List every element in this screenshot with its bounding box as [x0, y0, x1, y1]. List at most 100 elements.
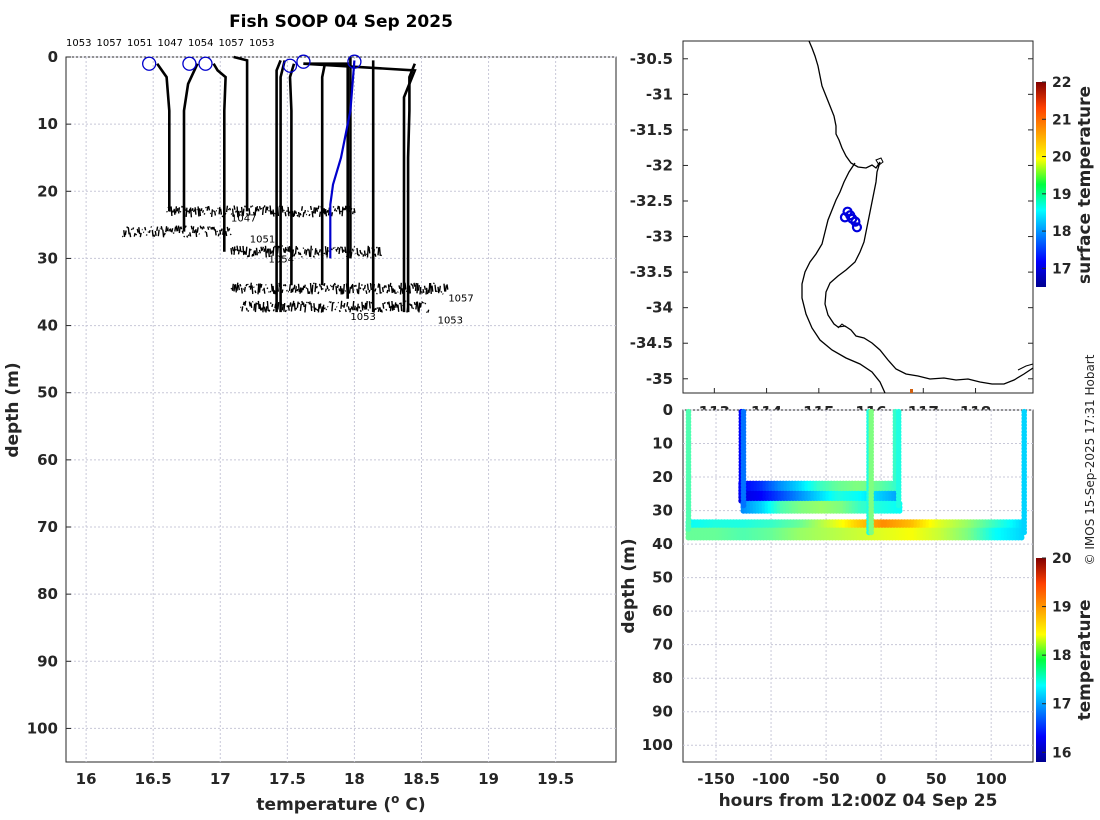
- surface-colorbar-tick-label: 22: [1052, 75, 1071, 91]
- profile-y-ticks: 0 10 20 30 40 50 60 70 80 90 100: [27, 48, 58, 737]
- profile-x-tick-label: 17.5: [269, 770, 306, 788]
- profile-top-label: 1053: [66, 38, 91, 49]
- profile-line: [275, 59, 282, 313]
- time-depth-y-axis-label: depth (m): [619, 538, 639, 633]
- map-marker: [839, 212, 851, 223]
- time-depth-x-tick-label: -50: [813, 770, 840, 788]
- profile-surface-marker: [347, 54, 362, 69]
- map-y-tick-label: -34: [646, 299, 673, 317]
- profile-grid: [66, 56, 616, 762]
- temperature-colorbar-ticks: 16 17 18 19 20: [1042, 551, 1072, 761]
- profile-line: [329, 60, 356, 259]
- profile-y-axis-label: depth (m): [3, 362, 23, 457]
- profile-x-ticks: 16 16.5 17 17.5 18 18.5 19 19.5: [76, 770, 574, 788]
- profile-x-tick-label: 19.5: [537, 770, 574, 788]
- profile-y-tick-label: 40: [37, 317, 58, 335]
- profile-top-label: 1053: [249, 38, 274, 49]
- temperature-colorbar-tick-label: 20: [1052, 551, 1072, 567]
- profile-y-tick-label: 10: [37, 115, 58, 133]
- credit-text: © IMOS 15-Sep-2025 17:31 Hobart: [1083, 354, 1097, 565]
- map-y-tick-label: -35: [646, 370, 673, 388]
- profile-bottom-trace: [166, 205, 356, 218]
- profile-top-label: 1057: [219, 38, 244, 49]
- time-depth-y-tick-label: 30: [652, 502, 673, 520]
- profile-bottom-trace: [121, 225, 232, 238]
- profile-line: [288, 63, 296, 286]
- surface-colorbar-tick-label: 18: [1052, 224, 1071, 240]
- profile-surface-marker: [142, 56, 157, 71]
- map-panel: -30.5 -31 -31.5 -32 -32.5 -33 -33.5 -34 -34.5 -35…: [630, 40, 1095, 421]
- profile-x-tick-label: 16: [76, 770, 97, 788]
- surface-temperature-colorbar: [1036, 82, 1046, 287]
- surface-temperature-colorbar-label: surface temperature: [1075, 86, 1095, 284]
- time-depth-y-tick-label: 100: [642, 736, 673, 754]
- profile-line: [182, 63, 199, 232]
- time-depth-x-tick-label: 50: [926, 770, 947, 788]
- profile-top-label: 1054: [188, 38, 213, 49]
- time-depth-y-tick-label: 20: [652, 468, 673, 486]
- temperature-colorbar-tick-label: 18: [1052, 648, 1071, 664]
- time-depth-grid: [683, 409, 1033, 762]
- map-y-tick-label: -33: [646, 228, 673, 246]
- time-depth-x-tick-label: 100: [976, 770, 1007, 788]
- time-depth-y-tick-label: 40: [652, 535, 673, 553]
- temperature-colorbar-label: temperature: [1075, 599, 1095, 720]
- map-marker: [850, 216, 861, 227]
- time-depth-column-point: [685, 526, 692, 532]
- time-depth-x-tick-label: -100: [752, 770, 790, 788]
- time-depth-y-tick-label: 0: [663, 401, 673, 419]
- temperature-colorbar-tick-label: 17: [1052, 697, 1071, 713]
- time-depth-column-point: [1021, 529, 1027, 536]
- profile-bottom-label: 1053: [438, 316, 463, 327]
- time-depth-x-tick-label: -150: [697, 770, 735, 788]
- profile-line: [233, 55, 249, 212]
- chart-title: Fish SOOP 04 Sep 2025: [229, 12, 453, 32]
- profile-y-tick-label: 50: [37, 384, 58, 402]
- profile-top-label: 1051: [127, 38, 152, 49]
- profile-top-labels: 1053 1057 1051 1047 1054 1057 1053: [66, 38, 274, 49]
- time-depth-points: [685, 408, 1027, 541]
- map-y-tick-label: -33.5: [630, 263, 673, 281]
- map-y-tick-label: -30.5: [630, 50, 673, 68]
- time-depth-y-tick-label: 50: [652, 569, 673, 587]
- surface-colorbar-tick-label: 17: [1052, 261, 1071, 277]
- temperature-colorbar: [1036, 558, 1046, 762]
- time-depth-column-point: [740, 502, 747, 509]
- profile-x-tick-label: 16.5: [135, 770, 172, 788]
- time-depth-y-tick-label: 70: [652, 636, 673, 654]
- map-y-tick-label: -32: [646, 156, 673, 174]
- profile-y-tick-label: 90: [37, 652, 58, 670]
- map-y-tick-label: -31.5: [630, 121, 673, 139]
- profile-bottom-labels: 1047 1051 1054 1057 1053 1053: [231, 214, 474, 327]
- profile-bottom-label: 1047: [231, 214, 256, 225]
- profile-x-axis-label: temperature (o C): [256, 792, 425, 815]
- surface-colorbar-tick-label: 19: [1052, 187, 1071, 203]
- profile-x-axis-label-main: temperature (: [256, 795, 391, 815]
- time-depth-x-tick-label: 0: [876, 770, 886, 788]
- surface-temperature-colorbar-ticks: 17 18 19 20 21 22: [1042, 75, 1072, 277]
- profile-top-label: 1057: [97, 38, 122, 49]
- map-y-tick-label: -34.5: [630, 334, 673, 352]
- profile-bottom-label: 1057: [448, 293, 473, 304]
- profile-surface-marker: [296, 54, 311, 69]
- time-depth-panel: -150 -100 -50 0 50 100 0 10 20 30 40 50 60 70 80 90 100…: [619, 401, 1095, 811]
- map-markers: [839, 206, 863, 233]
- profile-y-tick-label: 80: [37, 585, 58, 603]
- profile-surface-markers: [142, 54, 362, 73]
- profile-line: [156, 62, 171, 212]
- time-depth-x-axis-label: hours from 12:00Z 04 Sep 25: [719, 791, 998, 811]
- time-depth-x-ticks: -150 -100 -50 0 50 100: [697, 770, 1007, 788]
- profile-line: [212, 63, 227, 252]
- profile-plot-area: [65, 56, 617, 763]
- time-depth-column-point: [868, 529, 874, 536]
- profile-y-tick-label: 100: [27, 719, 58, 737]
- profile-y-tick-label: 0: [48, 48, 58, 66]
- profile-y-tick-label: 70: [37, 518, 58, 536]
- profile-x-axis-label-end: C): [399, 795, 425, 815]
- time-depth-band-point: [1018, 534, 1025, 541]
- profile-x-tick-label: 19: [478, 770, 499, 788]
- time-depth-y-tick-label: 80: [652, 669, 673, 687]
- map-y-tick-label: -32.5: [630, 192, 673, 210]
- profile-top-label: 1047: [158, 38, 183, 49]
- profile-surface-marker: [182, 56, 197, 71]
